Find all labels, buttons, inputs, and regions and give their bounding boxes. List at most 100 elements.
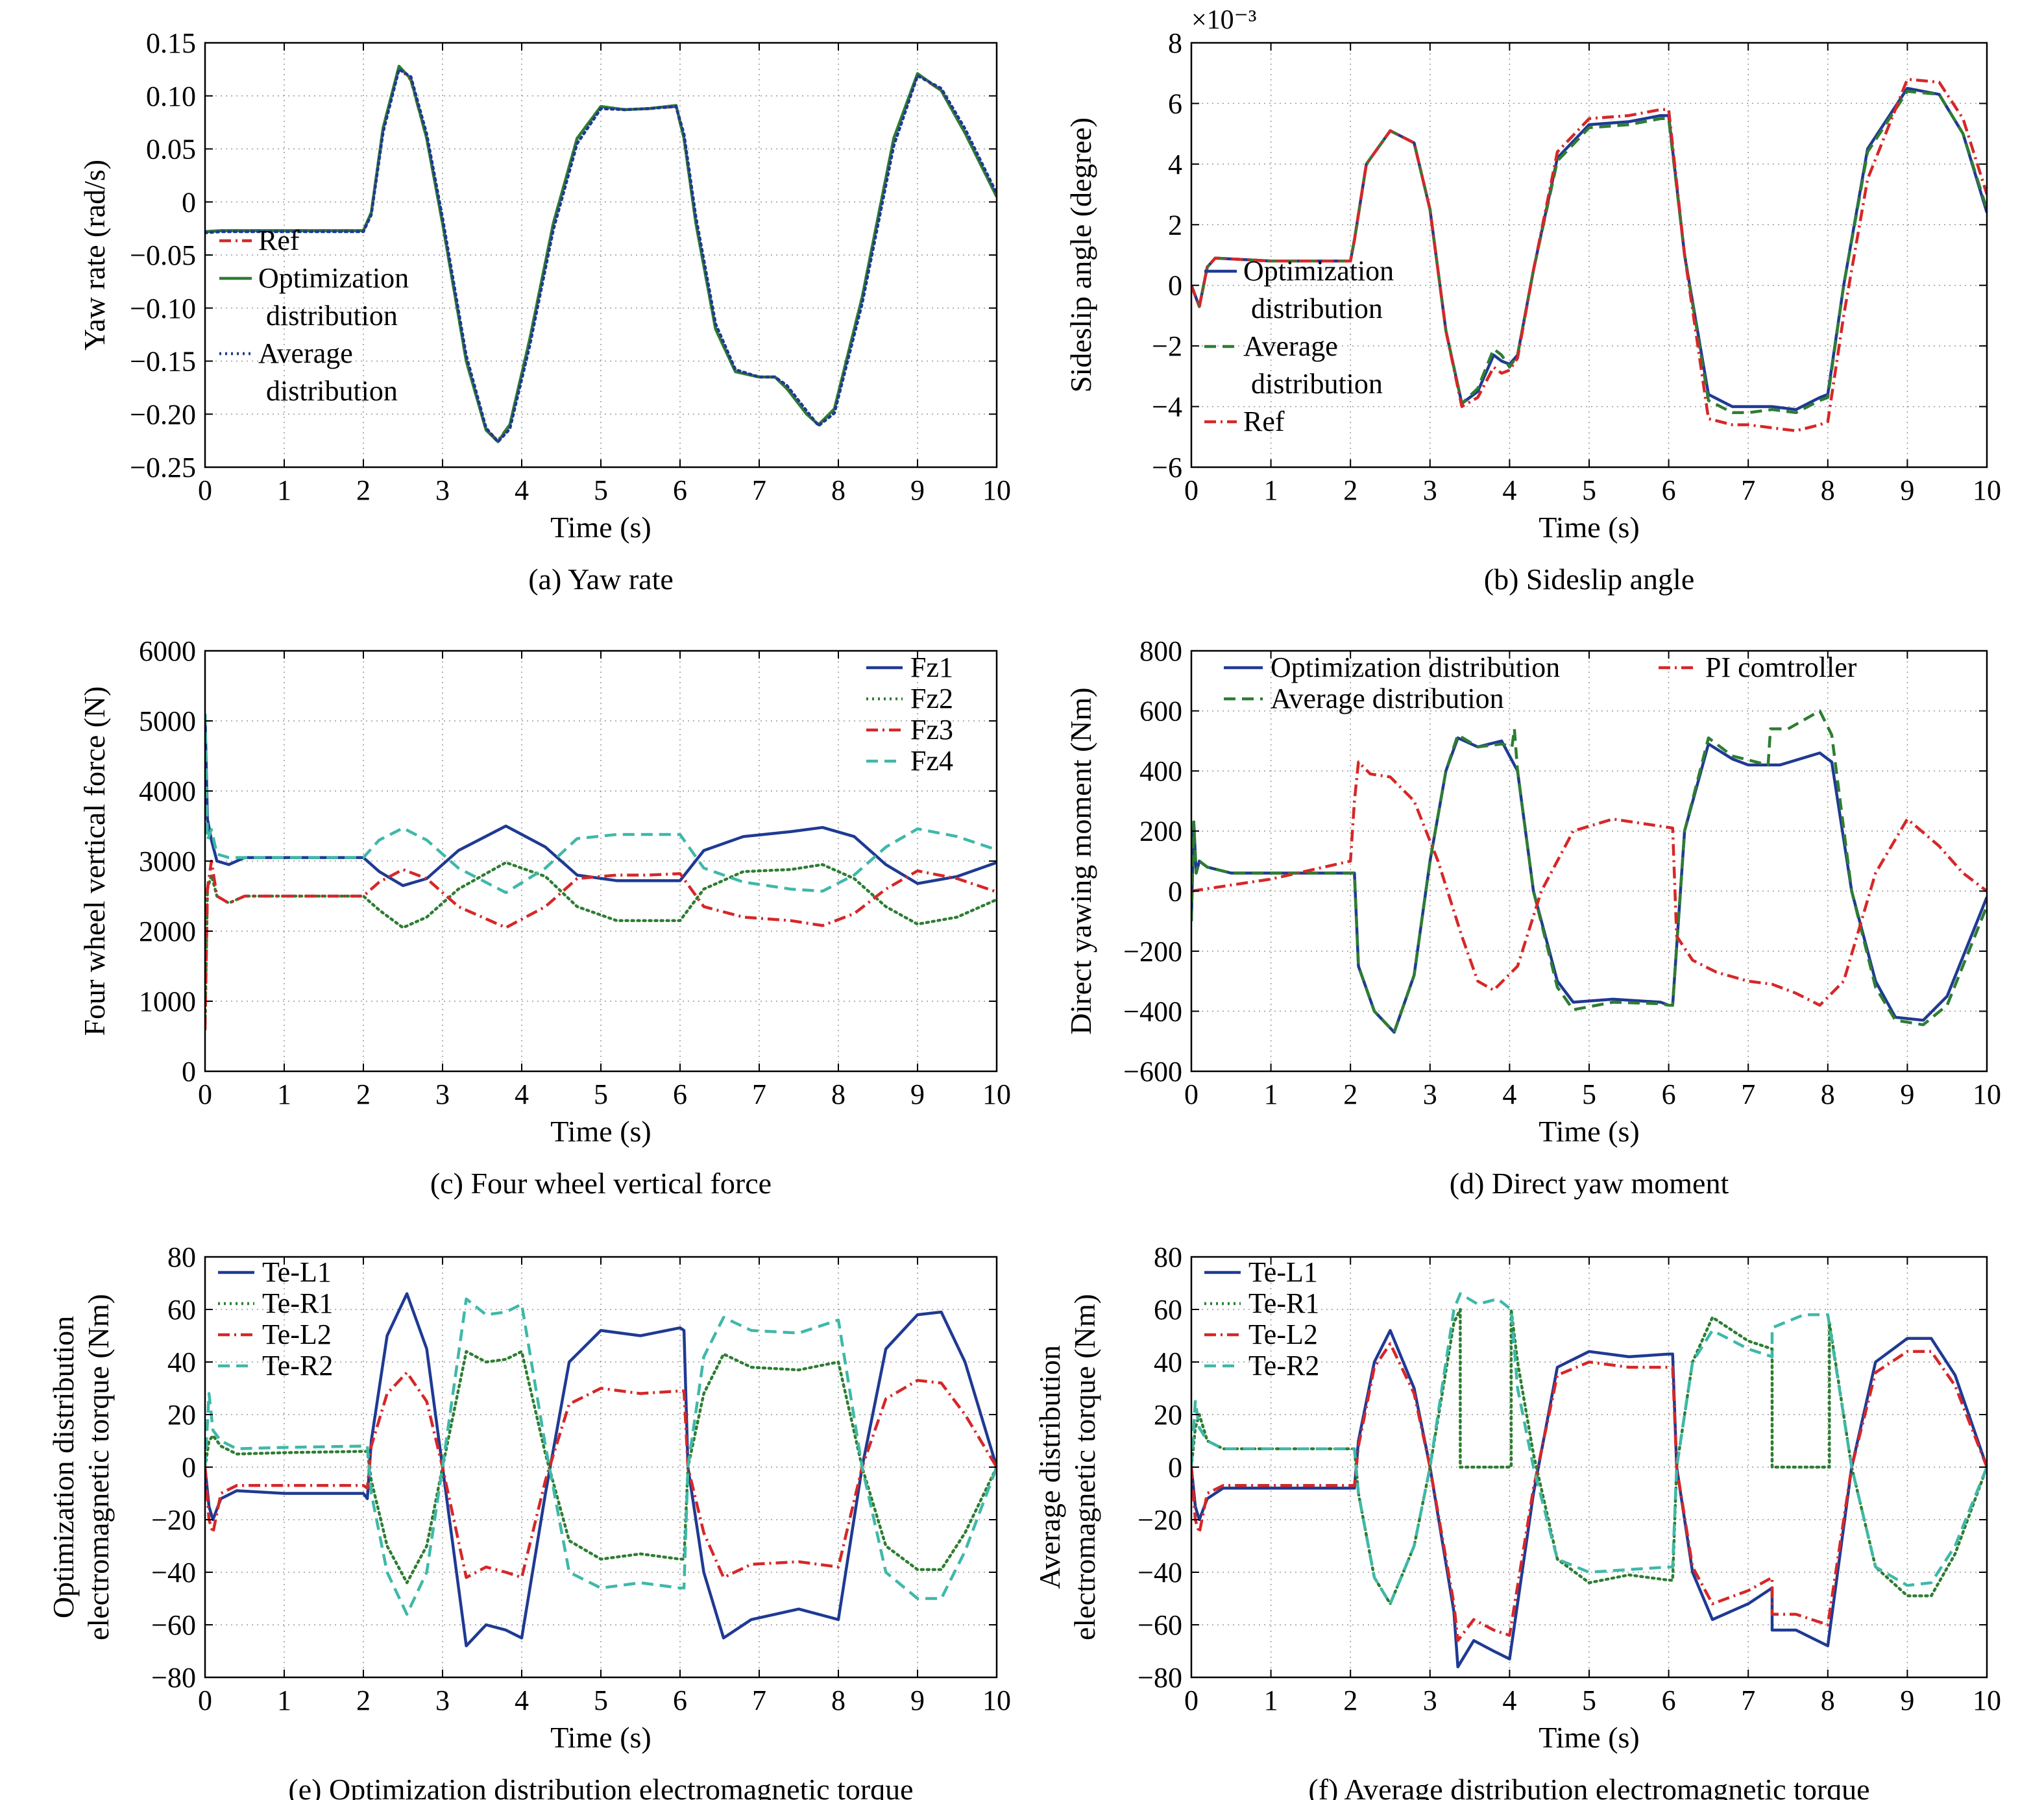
x-tick-label: 8	[831, 1078, 846, 1110]
series-line-te-r1	[1191, 1307, 1987, 1605]
y-tick-label: 20	[1154, 1399, 1182, 1431]
y-tick-label: 5000	[139, 705, 196, 737]
x-tick-label: 4	[515, 1684, 529, 1716]
y-tick-label: −6	[1152, 452, 1182, 483]
x-tick-label: 10	[982, 474, 1011, 506]
y-tick-label: −0.15	[130, 346, 196, 378]
x-tick-label: 5	[1582, 474, 1596, 506]
x-tick-label: 2	[1343, 1684, 1357, 1716]
chart-caption: (c) Four wheel vertical force	[430, 1167, 772, 1200]
x-axis-label: Time (s)	[1539, 1721, 1640, 1754]
x-tick-label: 0	[198, 1684, 212, 1716]
legend-label: Te-R2	[1248, 1350, 1319, 1381]
x-tick-label: 4	[1502, 1684, 1516, 1716]
chart-caption: (f) Average distribution electromagnetic…	[1308, 1773, 1869, 1800]
y-tick-label: −0.25	[130, 452, 196, 483]
y-tick-label: 4000	[139, 775, 196, 807]
x-tick-label: 1	[277, 1684, 291, 1716]
x-tick-label: 9	[910, 474, 925, 506]
y-multiplier: ×10⁻³	[1191, 5, 1256, 35]
series-line-average-distribution	[205, 67, 997, 444]
x-tick-label: 3	[1423, 474, 1437, 506]
y-tick-label: 0.05	[146, 134, 196, 165]
chart-caption: (e) Optimization distribution electromag…	[288, 1773, 913, 1800]
x-tick-label: 9	[910, 1684, 925, 1716]
series-line-te-r2	[205, 1297, 997, 1616]
series-line-te-l2	[1191, 1342, 1987, 1642]
legend-label: Average distribution	[1243, 330, 1383, 400]
legend-label: Ref	[258, 225, 300, 256]
chart-f: 0 1 2 3 4 5 6 7 8 9 10 −80 −60 −40 −20 0 20 40 60 80 Time (s…	[1033, 1241, 2001, 1800]
y-tick-label: 0	[182, 186, 196, 218]
x-tick-label: 7	[1741, 1078, 1755, 1110]
x-tick-label: 5	[1582, 1684, 1596, 1716]
legend-label: Te-L2	[1248, 1319, 1318, 1350]
legend-label: Fz3	[910, 714, 953, 746]
y-tick-label: 4	[1168, 149, 1182, 180]
x-tick-label: 8	[831, 1684, 846, 1716]
y-tick-label: −20	[151, 1504, 196, 1536]
x-tick-label: 6	[673, 1078, 687, 1110]
chart-caption: (d) Direct yaw moment	[1450, 1167, 1729, 1200]
x-axis-label: Time (s)	[1539, 511, 1640, 544]
y-tick-label: 60	[167, 1294, 196, 1326]
y-tick-label: −80	[151, 1662, 196, 1694]
x-tick-label: 3	[435, 474, 450, 506]
series-line-te-l1	[205, 1292, 997, 1648]
series-group	[1191, 709, 1987, 1034]
chart-e: 0 1 2 3 4 5 6 7 8 9 10 −80 −60 −40 −20 0 20 40 60 80 Time (s…	[47, 1241, 1011, 1800]
x-axis-label: Time (s)	[1539, 1115, 1640, 1148]
y-tick-label: −20	[1138, 1504, 1182, 1536]
y-tick-label: −0.05	[130, 239, 196, 271]
x-tick-label: 6	[1662, 474, 1676, 506]
y-tick-label: 0	[1168, 1452, 1182, 1483]
x-tick-label: 2	[356, 1684, 371, 1716]
legend-label: Te-R2	[262, 1350, 333, 1381]
x-tick-label: 3	[435, 1078, 450, 1110]
x-tick-label: 7	[752, 1684, 766, 1716]
y-tick-label: 60	[1154, 1294, 1182, 1326]
x-tick-label: 4	[1502, 474, 1516, 506]
x-axis-label: Time (s)	[550, 511, 651, 544]
x-tick-label: 9	[1900, 1684, 1914, 1716]
y-tick-label: −60	[151, 1609, 196, 1641]
legend-label: Te-L2	[262, 1319, 332, 1350]
legend-label: Fz2	[910, 683, 953, 714]
y-axis-label: Sideslip angle (degree)	[1064, 117, 1097, 393]
y-tick-label: 1000	[139, 986, 196, 1017]
legend-label: Te-R1	[1248, 1287, 1319, 1319]
chart-caption: (a) Yaw rate	[528, 563, 674, 596]
x-tick-label: 5	[1582, 1078, 1596, 1110]
x-tick-label: 6	[673, 1684, 687, 1716]
x-tick-label: 1	[1264, 1078, 1278, 1110]
y-tick-label: 0	[182, 1056, 196, 1088]
y-tick-label: 8	[1168, 27, 1182, 59]
x-tick-label: 0	[1184, 1684, 1198, 1716]
legend-label: PI comtroller	[1705, 651, 1857, 683]
chart-d: 0 1 2 3 4 5 6 7 8 9 10 −600 −400 −200 0 200 400 600 800 Tim…	[1064, 635, 2001, 1200]
series-line-average-distribution	[1191, 90, 1987, 415]
x-tick-label: 5	[594, 474, 608, 506]
x-tick-label: 4	[1502, 1078, 1516, 1110]
y-tick-label: −80	[1138, 1662, 1182, 1694]
x-tick-label: 6	[1662, 1684, 1676, 1716]
y-tick-label: −4	[1152, 391, 1182, 423]
x-tick-label: 9	[910, 1078, 925, 1110]
x-tick-label: 10	[1973, 1078, 2001, 1110]
y-tick-label: −200	[1123, 936, 1182, 967]
y-tick-label: −0.20	[130, 398, 196, 430]
series-group	[205, 714, 997, 1031]
y-axis-label-line: electromagnetic torque (Nm)	[82, 1294, 115, 1640]
x-tick-label: 1	[277, 1078, 291, 1110]
legend-label: Fz1	[910, 651, 953, 683]
y-tick-label: 0	[1168, 875, 1182, 907]
x-tick-label: 7	[1741, 1684, 1755, 1716]
series-group	[1191, 1292, 1987, 1669]
legend-label: Te-R1	[262, 1287, 333, 1319]
x-tick-label: 4	[515, 1078, 529, 1110]
y-tick-label: 3000	[139, 845, 196, 877]
y-tick-label: 40	[167, 1346, 196, 1378]
legend-label: Te-L1	[262, 1256, 332, 1288]
legend-label: Optimization distribution	[258, 262, 409, 332]
x-tick-label: 8	[1821, 1078, 1835, 1110]
